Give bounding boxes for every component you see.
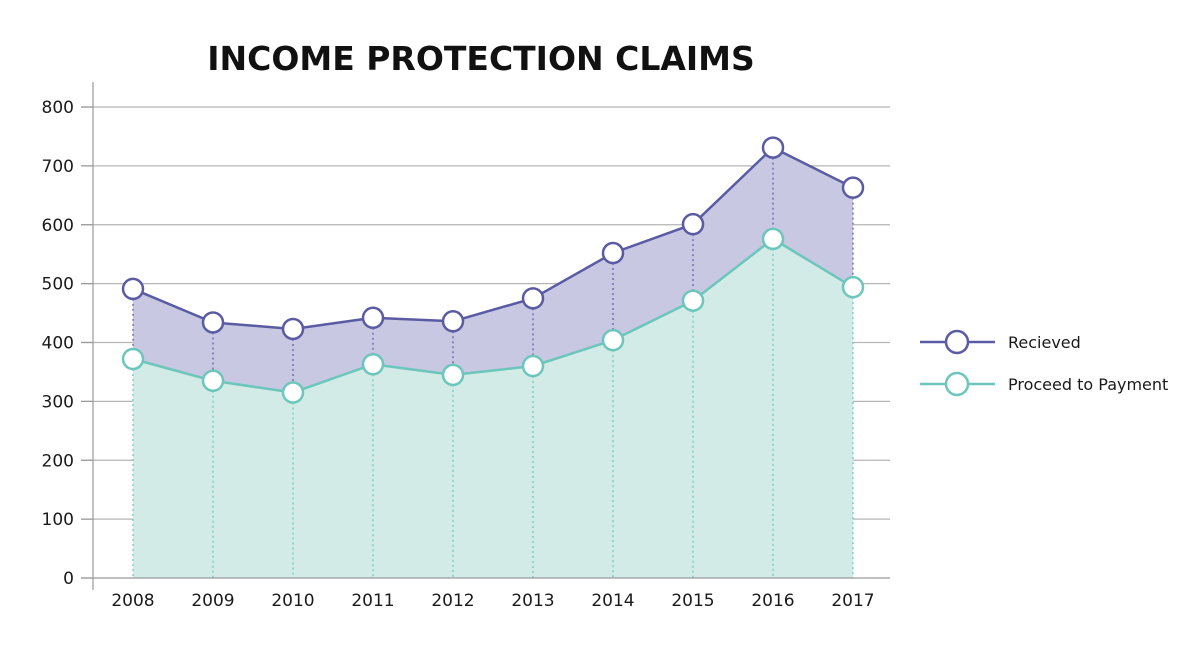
y-tick-label: 200 [42,451,74,471]
y-tick-label: 400 [42,334,74,354]
data-point-recieved [761,136,785,159]
legend-marker-proceed-to-payment [944,371,970,397]
data-point-proceed-to-payment [201,369,225,393]
legend-label-recieved: Recieved [1008,333,1081,352]
data-point-proceed-to-payment [281,381,305,404]
legend-item-proceed-to-payment: Proceed to Payment [920,371,1168,397]
data-point-proceed-to-payment [441,363,465,387]
data-point-proceed-to-payment [521,354,545,378]
data-point-recieved [201,311,225,334]
x-tick-label: 2012 [431,591,474,611]
data-point-proceed-to-payment [601,328,625,352]
data-point-recieved [361,306,385,330]
x-tick-label: 2011 [351,591,394,611]
x-tick-label: 2016 [751,591,794,611]
x-tick-label: 2010 [271,591,314,611]
data-point-proceed-to-payment [681,289,705,312]
x-tick-label: 2008 [111,591,154,611]
chart-title: INCOME PROTECTION CLAIMS [207,39,755,78]
y-tick-label: 700 [42,157,74,177]
data-point-proceed-to-payment [761,227,785,251]
series-lines [132,146,854,394]
data-point-recieved [841,176,865,199]
series-line-proceed-to-payment [132,237,854,394]
y-tick-labels: 0 100 200 300 400 500 600 700 800 [42,98,74,589]
legend: Recieved Proceed to Payment [920,329,1168,397]
legend-marker-recieved [944,329,970,355]
legend-item-recieved: Recieved [920,329,1081,355]
x-tick-labels: 2008 2009 2010 2011 2012 2013 2014 2015 2016 2017 [111,591,874,611]
data-point-recieved [121,277,145,301]
x-tick-label: 2013 [511,591,554,611]
y-tick-label: 800 [42,98,74,118]
x-tick-label: 2009 [191,591,234,611]
series-line-recieved [132,146,854,331]
area-proceed-to-payment [133,238,853,578]
area-recieved [133,147,853,393]
data-point-proceed-to-payment [841,275,865,299]
y-tick-label: 100 [42,510,74,530]
legend-label-proceed-to-payment: Proceed to Payment [1008,375,1168,394]
x-tick-label: 2015 [671,591,714,611]
x-tick-label: 2017 [831,591,874,611]
data-point-recieved [601,241,625,265]
drop-lines [132,147,854,578]
area-fills [133,147,853,578]
series-points [121,136,865,404]
data-point-recieved [281,317,305,341]
data-point-proceed-to-payment [361,353,385,376]
data-point-proceed-to-payment [121,347,145,371]
data-point-recieved [521,287,545,310]
y-tick-label: 0 [63,569,74,589]
data-point-recieved [441,310,465,333]
y-tick-label: 600 [42,216,74,236]
axes [81,82,890,590]
y-tick-label: 500 [42,275,74,295]
y-tick-label: 300 [42,392,74,412]
data-point-recieved [681,212,705,236]
x-tick-label: 2014 [591,591,634,611]
